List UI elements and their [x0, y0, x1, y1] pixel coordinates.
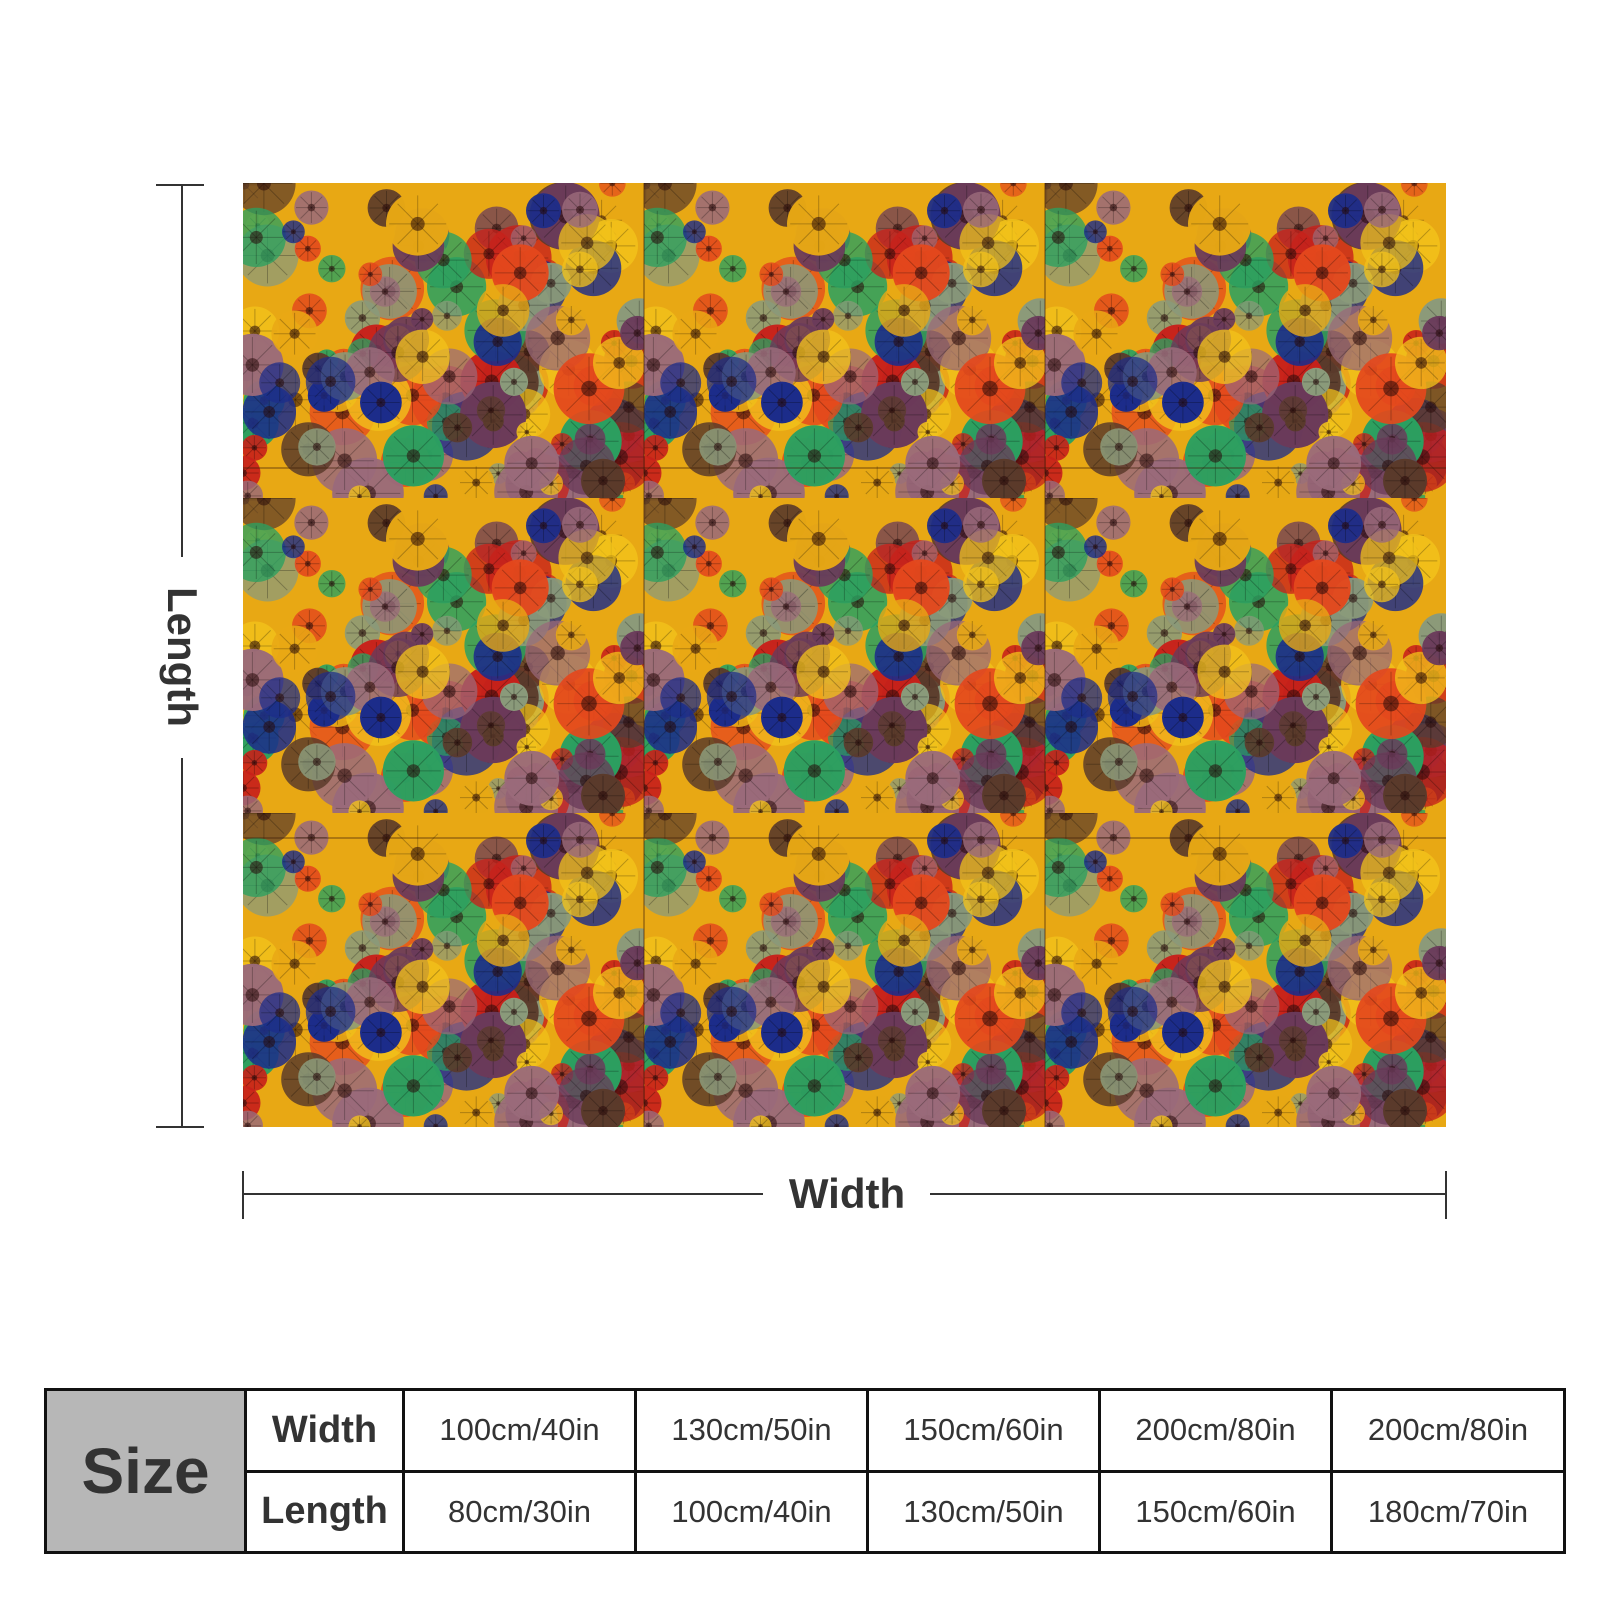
- blanket-product-image: [243, 183, 1446, 1127]
- width-line-right: [930, 1193, 1445, 1195]
- width-row-label: Width: [244, 1388, 405, 1473]
- size-chart-table: Size Width 100cm/40in 130cm/50in 150cm/6…: [44, 1388, 1566, 1554]
- length-row-label: Length: [244, 1469, 405, 1554]
- length-cell: 180cm/70in: [1330, 1469, 1566, 1554]
- length-line-top: [181, 185, 183, 557]
- width-cell: 130cm/50in: [634, 1388, 869, 1473]
- length-tick-top: [156, 184, 204, 186]
- length-cell: 150cm/60in: [1098, 1469, 1333, 1554]
- length-dimension-label: Length: [159, 587, 206, 727]
- glass-flower-pattern: [243, 183, 1446, 1127]
- length-cell: 130cm/50in: [866, 1469, 1101, 1554]
- width-line-left: [243, 1193, 763, 1195]
- tile-seams: [243, 183, 1446, 1127]
- width-row: Size Width 100cm/40in 130cm/50in 150cm/6…: [44, 1388, 1566, 1554]
- width-cell: 200cm/80in: [1330, 1388, 1566, 1473]
- pattern-fill: [243, 183, 1446, 1127]
- length-tick-bottom: [156, 1126, 204, 1128]
- width-tick-left: [242, 1171, 244, 1219]
- length-cell: 80cm/30in: [402, 1469, 637, 1554]
- length-cell: 100cm/40in: [634, 1469, 869, 1554]
- width-cell: 200cm/80in: [1098, 1388, 1333, 1473]
- length-line-bottom: [181, 758, 183, 1126]
- width-cell: 100cm/40in: [402, 1388, 637, 1473]
- width-cell: 150cm/60in: [866, 1388, 1101, 1473]
- size-header-cell: Size: [44, 1388, 247, 1554]
- length-row: Length 80cm/30in 100cm/40in 130cm/50in 1…: [46, 1469, 1566, 1554]
- width-tick-right: [1445, 1171, 1447, 1219]
- width-dimension-label: Width: [788, 1170, 906, 1217]
